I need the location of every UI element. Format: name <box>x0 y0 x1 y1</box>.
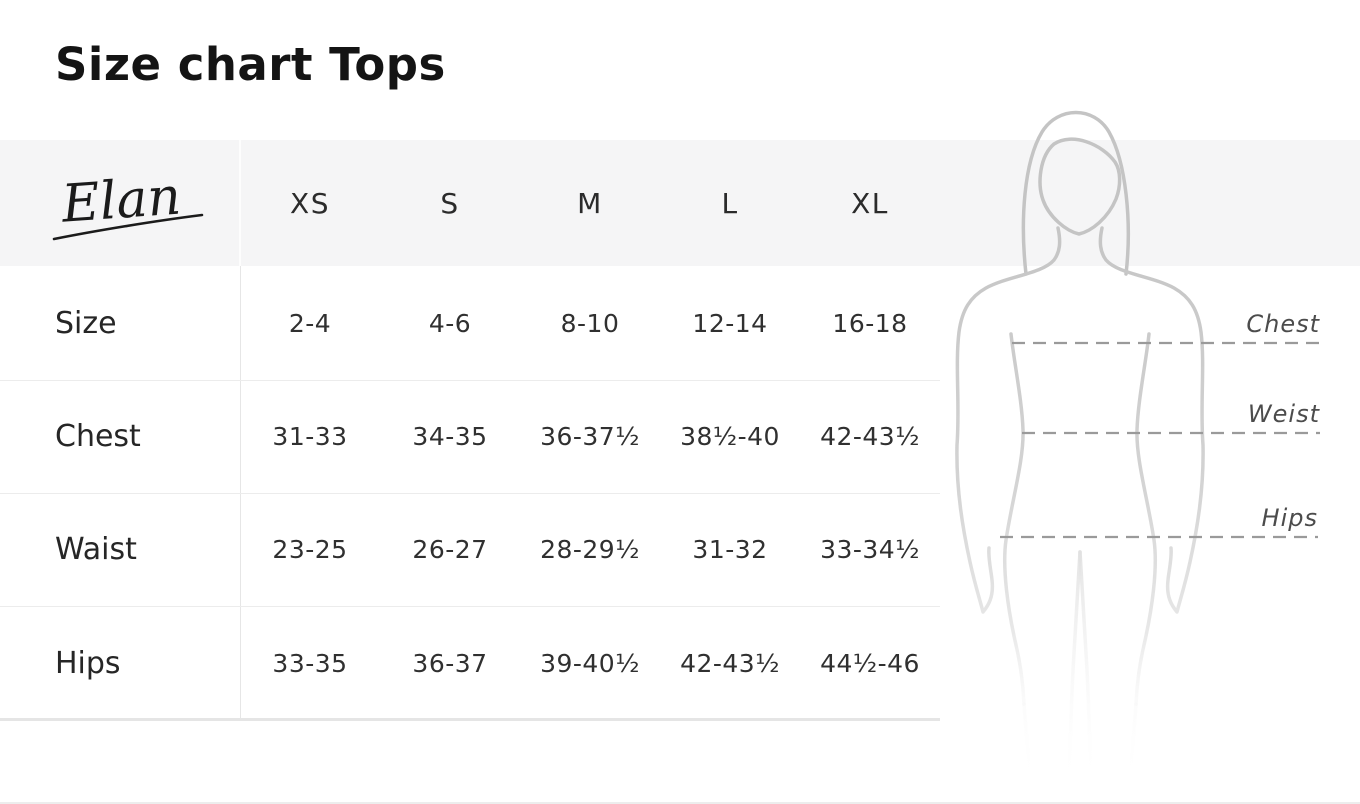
figure-left-torso <box>1003 332 1026 706</box>
figure-legs <box>1022 550 1138 792</box>
figure-right-leg-outer <box>1127 702 1138 792</box>
brand-logo-underline <box>52 213 204 241</box>
row-label: Chest <box>55 419 141 454</box>
column-header: XS <box>290 186 330 220</box>
table-cell: 42-43½ <box>820 422 920 451</box>
row-divider <box>0 380 940 381</box>
table-cell: 31-33 <box>272 422 348 451</box>
figure-right-arm <box>1098 226 1205 614</box>
table-cell: 33-35 <box>272 648 348 678</box>
column-header: S <box>440 186 460 220</box>
brand-logo-text: Elan <box>59 167 183 235</box>
figure-hair <box>1021 110 1130 276</box>
brand-logo: Elan <box>52 167 204 241</box>
column-divider-header <box>239 140 241 266</box>
table-cell: 33-34½ <box>820 535 920 564</box>
table-cell: 36-37 <box>412 648 488 678</box>
row-label: Hips <box>55 645 121 681</box>
table-cell: 8-10 <box>560 308 620 338</box>
column-header: M <box>577 186 603 220</box>
table-cell: 44½-46 <box>820 648 920 678</box>
figure-right-leg <box>1078 550 1093 787</box>
chest-measurement-label: Chest <box>1246 310 1320 338</box>
figure-left-arm <box>955 226 1062 614</box>
row-divider <box>0 606 940 607</box>
table-cell: 42-43½ <box>680 648 780 678</box>
figure-upper-body <box>955 226 1205 706</box>
column-header: L <box>721 186 739 220</box>
hips-measurement-label: Hips <box>1262 504 1318 532</box>
bottom-edge-line <box>0 802 1360 804</box>
table-cell: 34-35 <box>412 422 488 451</box>
page-title: Size chart Tops <box>55 38 446 91</box>
brand-logo-cell: Elan <box>0 140 240 266</box>
table-cell: 28-29½ <box>540 535 640 564</box>
figure-right-torso <box>1134 332 1157 706</box>
figure-left-leg-outer <box>1022 702 1033 792</box>
table-cell: 36-37½ <box>540 422 640 451</box>
table-cell: 23-25 <box>272 535 348 564</box>
row-divider <box>0 493 940 494</box>
figure-head <box>1021 110 1130 276</box>
table-bottom-border <box>0 718 940 721</box>
table-cell: 38½-40 <box>680 422 780 451</box>
column-header: XL <box>851 186 889 220</box>
table-cell: 12-14 <box>692 308 768 338</box>
table-cell: 4-6 <box>428 308 472 338</box>
table-cell: 2-4 <box>288 308 332 338</box>
row-label: Size <box>55 305 117 341</box>
table-header-band <box>0 140 1360 266</box>
table-cell: 26-27 <box>412 535 488 564</box>
figure-left-leg <box>1067 550 1082 787</box>
row-label: Waist <box>55 532 137 567</box>
size-table: Elan XS S M L XL Size 2-4 4-6 8-10 12-14… <box>0 140 940 720</box>
figure-face <box>1038 137 1122 236</box>
table-cell: 31-32 <box>692 535 768 564</box>
body-measurement-figure: Chest Weist Hips <box>955 110 1321 792</box>
table-cell: 16-18 <box>832 308 908 338</box>
waist-measurement-label: Weist <box>1248 400 1321 428</box>
table-cell: 39-40½ <box>540 648 640 678</box>
